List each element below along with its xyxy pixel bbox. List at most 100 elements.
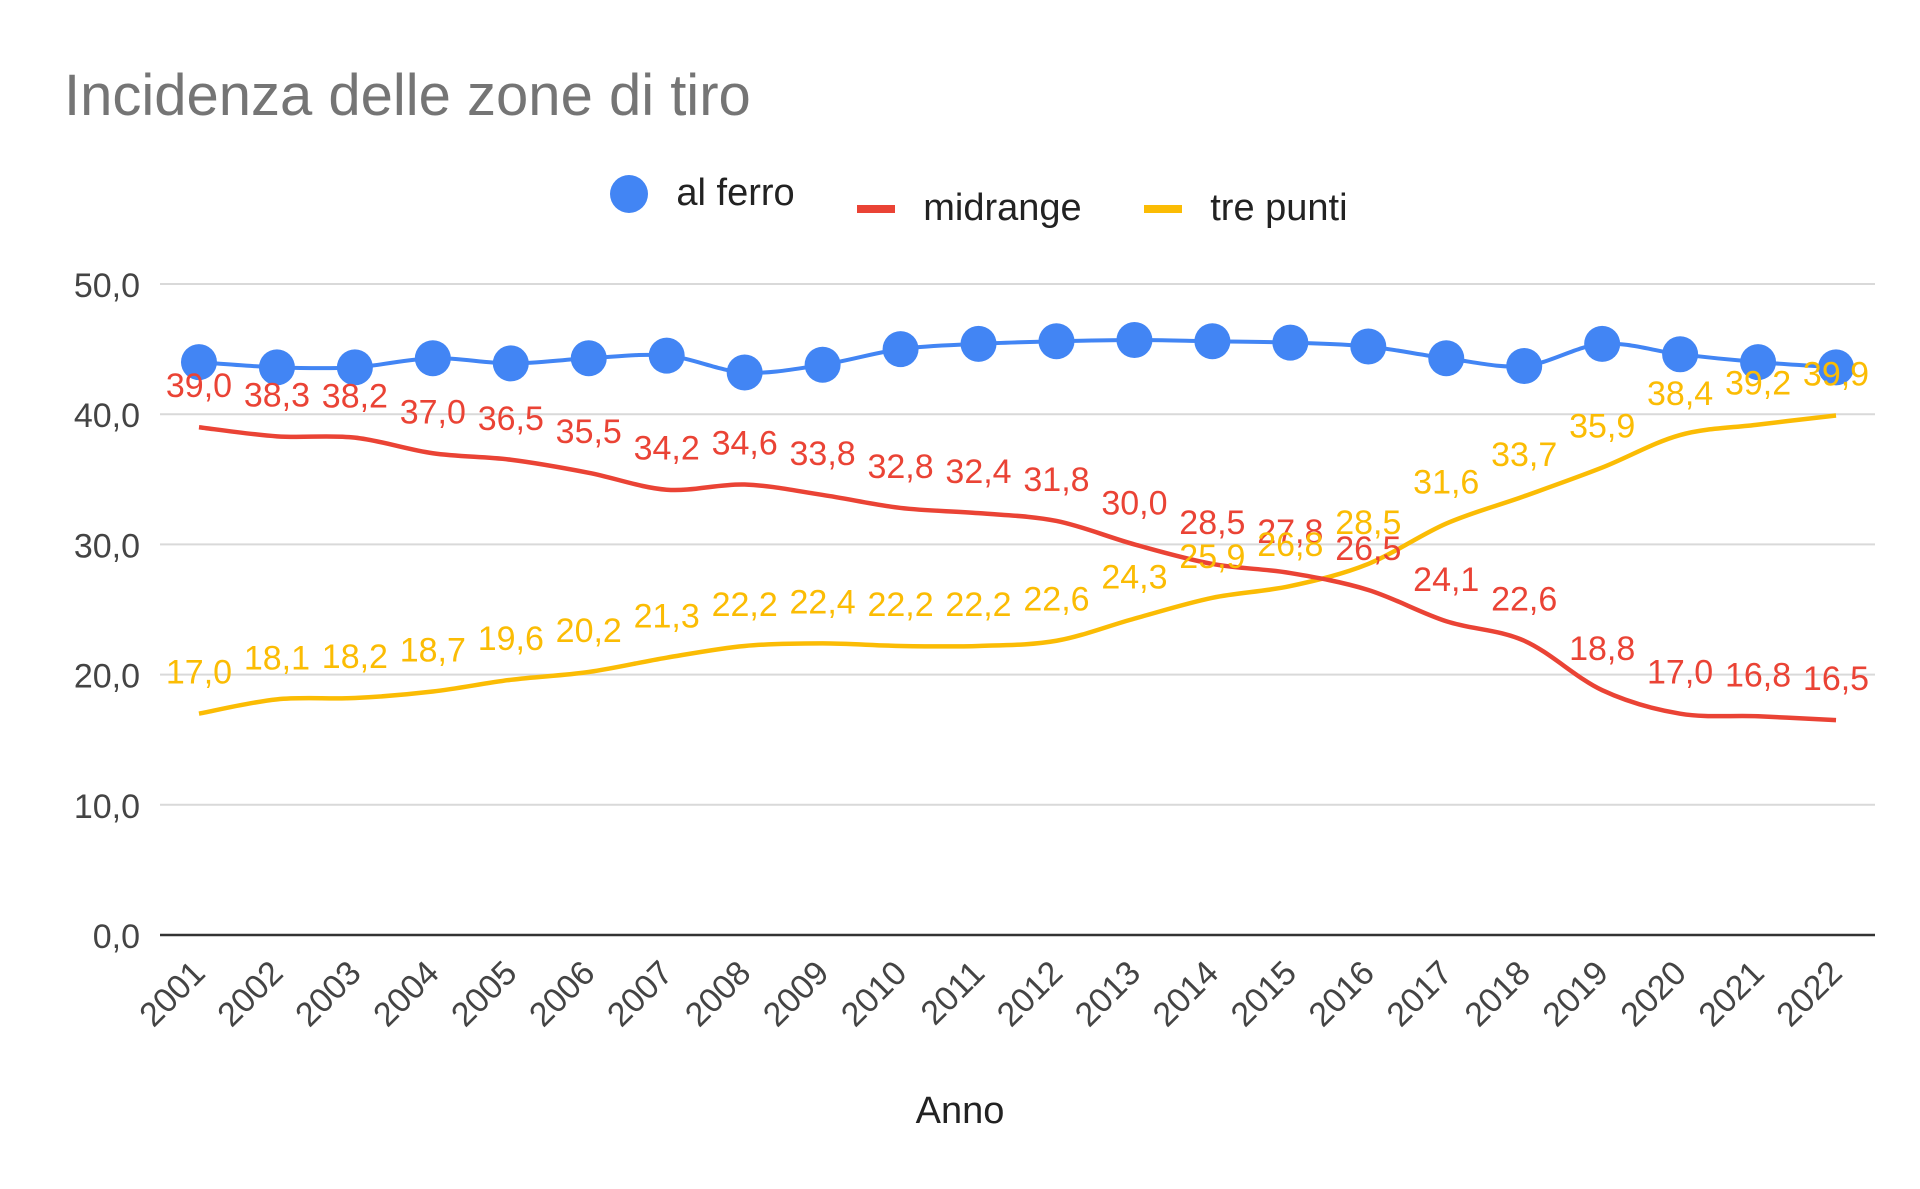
x-tick-label: 2021 <box>1691 954 1771 1034</box>
data-label-midrange: 36,5 <box>478 400 544 438</box>
data-point-al-ferro <box>1506 348 1543 385</box>
data-label-tre-punti: 22,2 <box>867 586 933 624</box>
legend-item-al-ferro[interactable]: al ferro <box>610 172 795 215</box>
data-point-al-ferro <box>726 354 763 391</box>
x-tick-label: 2001 <box>132 954 212 1034</box>
data-label-midrange: 16,8 <box>1725 656 1791 694</box>
data-label-midrange: 32,4 <box>945 453 1011 491</box>
data-point-al-ferro <box>1116 321 1153 358</box>
legend-item-midrange[interactable]: midrange <box>857 187 1082 230</box>
data-point-al-ferro <box>960 325 997 362</box>
data-point-al-ferro <box>180 344 217 381</box>
data-label-tre-punti: 18,1 <box>244 639 310 677</box>
data-label-tre-punti: 39,9 <box>1803 356 1869 394</box>
legend: al ferro midrange tre punti <box>0 172 1920 230</box>
data-label-tre-punti: 17,0 <box>166 654 232 692</box>
chart-title: Incidenza delle zone di tiro <box>64 63 751 128</box>
data-label-tre-punti: 25,9 <box>1179 538 1245 576</box>
data-label-tre-punti: 21,3 <box>634 598 700 636</box>
legend-circle-icon <box>610 174 649 213</box>
data-label-tre-punti: 22,2 <box>712 586 778 624</box>
y-tick-label: 20,0 <box>74 658 140 696</box>
x-tick-label: 2012 <box>990 954 1070 1034</box>
y-tick-label: 0,0 <box>93 918 140 956</box>
y-tick-label: 40,0 <box>74 397 140 435</box>
data-label-tre-punti: 19,6 <box>478 620 544 658</box>
data-point-al-ferro <box>648 337 685 374</box>
data-label-midrange: 24,1 <box>1413 561 1479 599</box>
x-axis-label: Anno <box>915 1090 1005 1132</box>
x-tick-label: 2010 <box>834 954 914 1034</box>
x-tick-label: 2019 <box>1535 954 1615 1034</box>
data-point-al-ferro <box>1740 344 1777 381</box>
data-label-midrange: 31,8 <box>1023 461 1089 499</box>
x-tick-label: 2008 <box>678 954 758 1034</box>
data-point-al-ferro <box>258 349 295 386</box>
x-tick-label: 2004 <box>366 954 446 1034</box>
data-point-al-ferro <box>1662 336 1699 373</box>
data-point-al-ferro <box>1272 324 1309 361</box>
data-point-al-ferro <box>882 331 919 368</box>
data-label-midrange: 34,6 <box>712 425 778 463</box>
x-tick-label: 2018 <box>1458 954 1538 1034</box>
data-label-tre-punti: 24,3 <box>1101 559 1167 597</box>
data-label-tre-punti: 39,2 <box>1725 365 1791 403</box>
x-tick-label: 2003 <box>288 954 368 1034</box>
x-tick-label: 2013 <box>1068 954 1148 1034</box>
x-tick-label: 2017 <box>1380 954 1460 1034</box>
data-point-al-ferro <box>414 340 451 377</box>
data-point-al-ferro <box>1038 323 1075 360</box>
data-label-tre-punti: 28,5 <box>1335 504 1401 542</box>
data-label-tre-punti: 22,4 <box>790 583 856 621</box>
legend-label: midrange <box>923 187 1082 229</box>
data-label-tre-punti: 31,6 <box>1413 464 1479 502</box>
data-label-midrange: 16,5 <box>1803 660 1869 698</box>
data-point-al-ferro <box>1818 349 1855 386</box>
data-label-midrange: 38,2 <box>322 378 388 416</box>
x-tick-label: 2014 <box>1146 954 1226 1034</box>
data-label-midrange: 30,0 <box>1101 484 1167 522</box>
data-label-tre-punti: 33,7 <box>1491 436 1557 474</box>
data-point-al-ferro <box>1428 340 1465 377</box>
data-label-midrange: 26,5 <box>1335 530 1401 568</box>
y-tick-label: 50,0 <box>74 267 140 305</box>
data-label-midrange: 38,3 <box>244 376 310 414</box>
x-tick-label: 2020 <box>1613 954 1693 1034</box>
data-point-al-ferro <box>492 345 529 382</box>
legend-label: al ferro <box>676 172 795 214</box>
x-tick-label: 2022 <box>1769 954 1849 1034</box>
legend-line-icon <box>1144 204 1183 213</box>
x-tick-label: 2006 <box>522 954 602 1034</box>
series-line-al-ferro <box>198 337 1837 375</box>
data-label-tre-punti: 35,9 <box>1569 408 1635 446</box>
data-label-midrange: 32,8 <box>867 448 933 486</box>
data-label-midrange: 37,0 <box>400 393 466 431</box>
data-label-tre-punti: 26,8 <box>1257 526 1323 564</box>
data-point-al-ferro <box>570 340 607 377</box>
data-point-al-ferro <box>804 346 841 383</box>
data-label-tre-punti: 22,2 <box>945 586 1011 624</box>
data-point-al-ferro <box>1350 328 1387 365</box>
data-label-midrange: 35,5 <box>556 413 622 451</box>
data-point-al-ferro <box>336 349 373 386</box>
y-tick-label: 10,0 <box>74 788 140 826</box>
x-tick-label: 2009 <box>756 954 836 1034</box>
data-label-midrange: 39,0 <box>166 367 232 405</box>
series-line-midrange <box>198 424 1837 723</box>
x-tick-label: 2016 <box>1302 954 1382 1034</box>
y-tick-label: 30,0 <box>74 527 140 565</box>
data-point-al-ferro <box>1584 325 1621 362</box>
data-label-midrange: 22,6 <box>1491 581 1557 619</box>
legend-item-tre-punti[interactable]: tre punti <box>1144 187 1348 230</box>
data-label-midrange: 17,0 <box>1647 654 1713 692</box>
data-point-al-ferro <box>1194 323 1231 360</box>
data-label-tre-punti: 20,2 <box>556 612 622 650</box>
legend-line-icon <box>857 204 896 213</box>
series-line-tre-punti <box>198 413 1837 716</box>
legend-label: tre punti <box>1210 187 1348 229</box>
data-label-tre-punti: 18,2 <box>322 638 388 676</box>
data-label-tre-punti: 18,7 <box>400 632 466 670</box>
data-label-midrange: 28,5 <box>1179 504 1245 542</box>
x-tick-label: 2002 <box>210 954 290 1034</box>
